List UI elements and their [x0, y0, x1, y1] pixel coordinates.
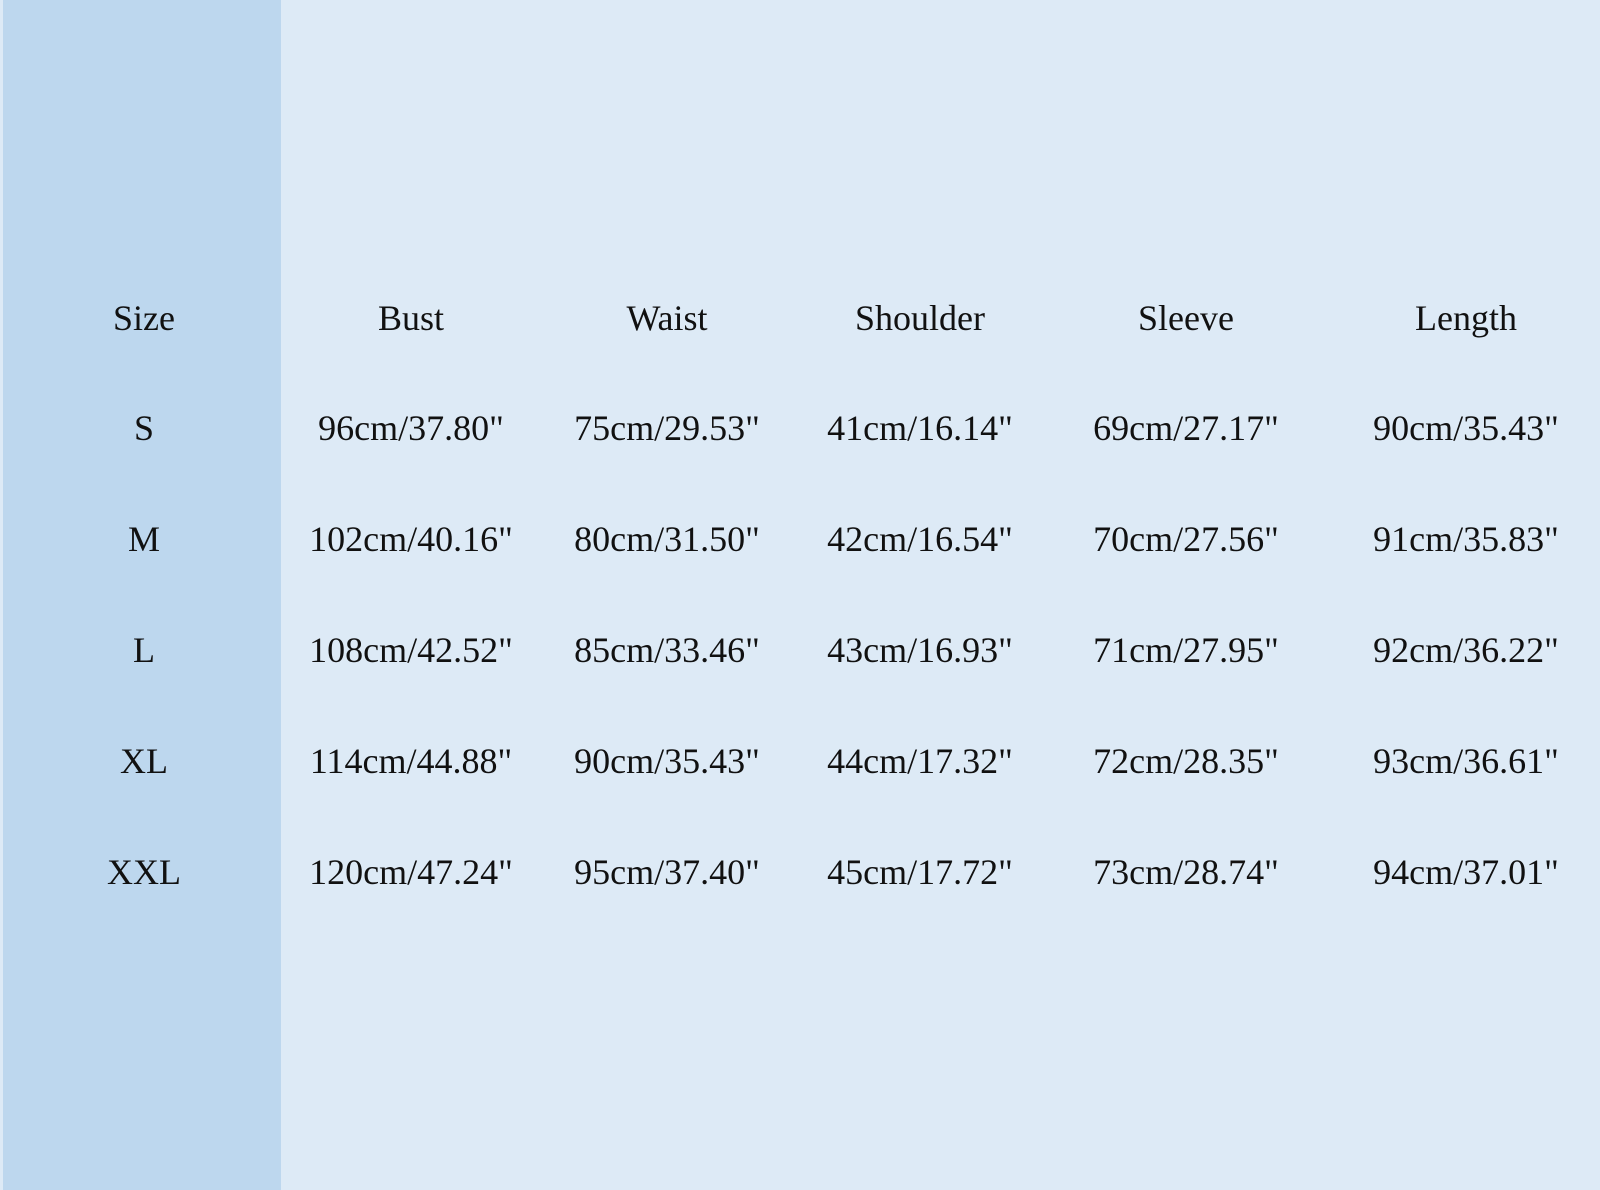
size-label: M: [127, 519, 161, 559]
table-cell-bust: 96cm/37.80": [318, 408, 504, 448]
table-cell-sleeve: 71cm/27.95": [1093, 630, 1279, 670]
size-label: S: [133, 408, 155, 448]
table-cell-length: 92cm/36.22": [1373, 630, 1559, 670]
table-cell-bust: 114cm/44.88": [309, 741, 513, 781]
table-cell-waist: 95cm/37.40": [574, 852, 760, 892]
table-cell-bust: 102cm/40.16": [309, 519, 513, 559]
size-label: XXL: [107, 852, 181, 892]
header-bust: Bust: [377, 298, 445, 338]
table-cell-shoulder: 45cm/17.72": [827, 852, 1013, 892]
size-label: XL: [120, 741, 168, 781]
header-size: Size: [113, 298, 175, 338]
table-cell-sleeve: 70cm/27.56": [1093, 519, 1279, 559]
table-cell-bust: 108cm/42.52": [309, 630, 513, 670]
header-length: Length: [1415, 298, 1517, 338]
table-cell-length: 93cm/36.61": [1373, 741, 1559, 781]
table-cell-length: 91cm/35.83": [1373, 519, 1559, 559]
table-cell-waist: 75cm/29.53": [574, 408, 760, 448]
header-waist: Waist: [626, 298, 708, 338]
table-cell-sleeve: 69cm/27.17": [1093, 408, 1279, 448]
table-cell-bust: 120cm/47.24": [309, 852, 513, 892]
table-cell-waist: 90cm/35.43": [574, 741, 760, 781]
table-cell-sleeve: 72cm/28.35": [1093, 741, 1279, 781]
table-cell-sleeve: 73cm/28.74": [1093, 852, 1279, 892]
table-cell-shoulder: 42cm/16.54": [827, 519, 1013, 559]
table-cell-waist: 85cm/33.46": [574, 630, 760, 670]
size-label: L: [133, 630, 155, 670]
table-cell-length: 94cm/37.01": [1373, 852, 1559, 892]
table-cell-shoulder: 43cm/16.93": [827, 630, 1013, 670]
header-shoulder: Shoulder: [855, 298, 985, 338]
header-sleeve: Sleeve: [1138, 298, 1234, 338]
table-cell-shoulder: 41cm/16.14": [827, 408, 1013, 448]
table-cell-waist: 80cm/31.50": [574, 519, 760, 559]
table-cell-length: 90cm/35.43": [1373, 408, 1559, 448]
table-cell-shoulder: 44cm/17.32": [827, 741, 1013, 781]
size-column-band: [3, 0, 281, 1190]
